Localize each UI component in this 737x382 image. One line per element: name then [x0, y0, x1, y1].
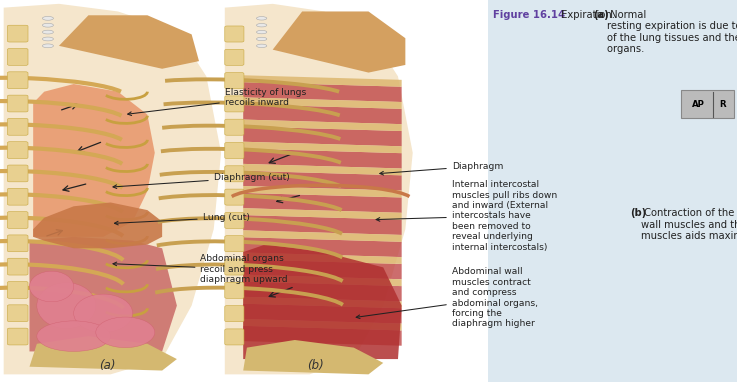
FancyBboxPatch shape [7, 165, 28, 182]
Ellipse shape [256, 44, 267, 47]
Text: Expiration.: Expiration. [558, 10, 618, 19]
Polygon shape [4, 4, 221, 374]
Polygon shape [243, 208, 402, 220]
FancyBboxPatch shape [7, 305, 28, 322]
Polygon shape [243, 104, 402, 124]
FancyBboxPatch shape [225, 119, 244, 135]
FancyBboxPatch shape [225, 189, 244, 205]
Polygon shape [29, 336, 177, 371]
Polygon shape [29, 237, 177, 351]
Polygon shape [243, 142, 402, 153]
Text: Abdominal organs
recoil and press
diaphragm upward: Abdominal organs recoil and press diaphr… [113, 254, 288, 284]
Ellipse shape [256, 16, 267, 20]
FancyBboxPatch shape [225, 306, 244, 322]
Ellipse shape [42, 16, 53, 20]
FancyBboxPatch shape [681, 90, 734, 118]
Polygon shape [273, 11, 405, 73]
Text: (a): (a) [593, 10, 609, 19]
Polygon shape [243, 230, 402, 242]
FancyBboxPatch shape [7, 235, 28, 252]
Ellipse shape [256, 37, 267, 40]
Polygon shape [243, 275, 402, 286]
Ellipse shape [42, 37, 53, 41]
FancyBboxPatch shape [225, 96, 244, 112]
Polygon shape [243, 253, 402, 264]
FancyBboxPatch shape [225, 73, 244, 89]
Text: (b): (b) [630, 208, 646, 218]
FancyBboxPatch shape [7, 25, 28, 42]
FancyBboxPatch shape [7, 49, 28, 65]
Polygon shape [33, 84, 155, 237]
Polygon shape [243, 304, 402, 324]
Polygon shape [243, 215, 402, 235]
Polygon shape [243, 297, 402, 308]
FancyBboxPatch shape [225, 49, 244, 65]
Ellipse shape [42, 44, 53, 48]
FancyBboxPatch shape [0, 0, 488, 382]
Ellipse shape [96, 317, 155, 348]
Polygon shape [243, 171, 402, 191]
Text: (a): (a) [99, 359, 115, 372]
Text: Normal
resting expiration is due to elastic recoil
of the lung tissues and the a: Normal resting expiration is due to elas… [607, 10, 737, 54]
Polygon shape [243, 326, 402, 346]
Text: Elasticity of lungs
recoils inward: Elasticity of lungs recoils inward [128, 88, 306, 115]
Text: R: R [719, 100, 725, 108]
FancyBboxPatch shape [225, 259, 244, 275]
Polygon shape [243, 193, 402, 213]
Polygon shape [225, 4, 413, 374]
FancyBboxPatch shape [7, 142, 28, 159]
FancyBboxPatch shape [225, 236, 244, 252]
Polygon shape [243, 237, 402, 257]
Polygon shape [243, 164, 402, 175]
Polygon shape [243, 259, 402, 279]
Text: Figure 16.14: Figure 16.14 [493, 10, 565, 19]
FancyBboxPatch shape [225, 329, 244, 345]
Text: Diaphragm (cut): Diaphragm (cut) [113, 173, 290, 188]
Ellipse shape [29, 271, 74, 302]
FancyBboxPatch shape [7, 212, 28, 228]
FancyBboxPatch shape [7, 328, 28, 345]
Text: Internal intercostal
muscles pull ribs down
and inward (External
intercostals ha: Internal intercostal muscles pull ribs d… [376, 180, 557, 251]
FancyBboxPatch shape [7, 72, 28, 89]
Polygon shape [243, 75, 402, 87]
Polygon shape [243, 186, 402, 197]
Text: Lung (cut): Lung (cut) [114, 213, 250, 225]
FancyBboxPatch shape [225, 26, 244, 42]
Polygon shape [243, 82, 402, 102]
Text: Contraction of the abdominal
wall muscles and the internal intercostal
muscles a: Contraction of the abdominal wall muscle… [641, 208, 737, 241]
Ellipse shape [37, 321, 111, 351]
FancyBboxPatch shape [225, 166, 244, 182]
FancyBboxPatch shape [7, 95, 28, 112]
FancyBboxPatch shape [225, 142, 244, 159]
Polygon shape [243, 340, 383, 374]
Polygon shape [243, 97, 402, 109]
Ellipse shape [256, 24, 267, 27]
Ellipse shape [37, 283, 96, 329]
FancyBboxPatch shape [7, 118, 28, 135]
Polygon shape [243, 120, 402, 131]
Text: AP: AP [692, 100, 705, 108]
FancyBboxPatch shape [225, 282, 244, 298]
Ellipse shape [256, 30, 267, 34]
Text: (b): (b) [307, 359, 324, 372]
Polygon shape [59, 15, 199, 69]
Polygon shape [243, 282, 402, 301]
Polygon shape [243, 244, 402, 359]
Polygon shape [243, 319, 402, 330]
Text: Diaphragm: Diaphragm [380, 162, 503, 175]
Ellipse shape [42, 23, 53, 27]
FancyBboxPatch shape [225, 212, 244, 228]
FancyBboxPatch shape [7, 258, 28, 275]
Text: Abdominal wall
muscles contract
and compress
abdominal organs,
forcing the
diaph: Abdominal wall muscles contract and comp… [356, 267, 538, 329]
FancyBboxPatch shape [488, 0, 737, 382]
Ellipse shape [74, 294, 133, 332]
Polygon shape [243, 149, 402, 168]
Polygon shape [243, 126, 402, 146]
Ellipse shape [42, 30, 53, 34]
FancyBboxPatch shape [7, 188, 28, 205]
Polygon shape [33, 202, 162, 248]
FancyBboxPatch shape [7, 282, 28, 298]
